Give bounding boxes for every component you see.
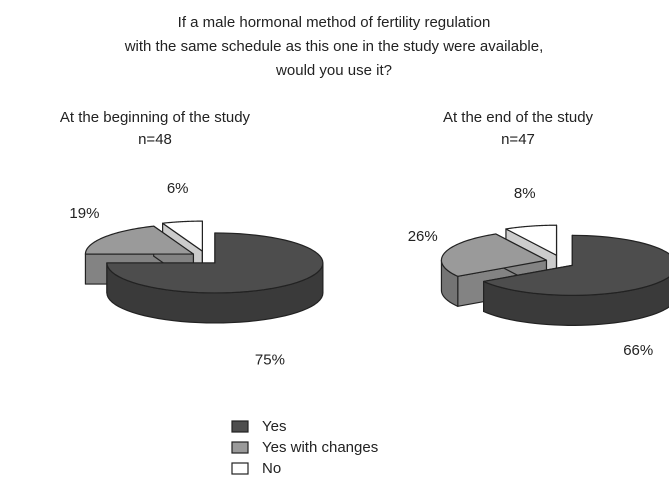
slice-top	[505, 224, 558, 256]
data-label: 19%	[69, 205, 99, 222]
data-label: 8%	[514, 185, 536, 202]
legend-label: Yes with changes	[262, 439, 378, 456]
pie-subtitle: n=47	[501, 131, 535, 148]
legend-swatch	[231, 462, 249, 475]
data-label: 26%	[408, 228, 438, 245]
legend-swatch	[231, 420, 249, 433]
pie-slice	[483, 234, 669, 326]
slice-top	[106, 232, 324, 294]
data-label: 66%	[623, 342, 653, 359]
chart-title: If a male hormonal method of fertility r…	[178, 14, 491, 31]
legend-label: Yes	[262, 418, 286, 435]
slice-top	[84, 225, 195, 255]
pie-slice	[106, 232, 324, 324]
chart-title: would you use it?	[275, 62, 392, 79]
slice-top	[440, 233, 548, 277]
pie-title: At the end of the study	[443, 109, 594, 126]
chart-title: with the same schedule as this one in th…	[124, 38, 544, 55]
data-label: 6%	[167, 180, 189, 197]
slice-top	[162, 220, 203, 252]
pie-subtitle: n=48	[138, 131, 172, 148]
slice-top	[483, 234, 669, 296]
legend-label: No	[262, 460, 281, 477]
data-label: 75%	[255, 351, 285, 368]
legend-swatch	[231, 441, 249, 454]
pie-title: At the beginning of the study	[60, 109, 251, 126]
